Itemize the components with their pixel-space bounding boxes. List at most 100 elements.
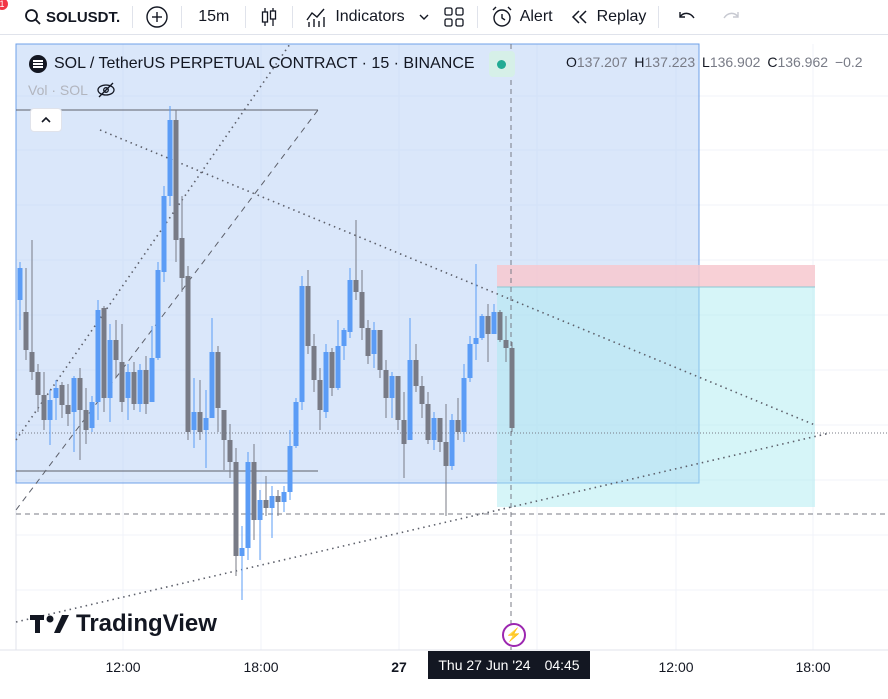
undo-icon [679,12,695,19]
candle-body [401,420,407,444]
tv-logo-icon [30,615,69,633]
indicators-dropdown[interactable] [413,0,435,34]
chevron-up-icon [41,116,51,123]
candle-body [155,270,161,358]
ohlc-values: O137.207 H137.223 L136.902 C136.962 −0.2 [566,54,866,70]
candle-body [179,238,185,278]
candle-body [257,500,263,520]
candle-body [449,420,455,466]
candle-body [83,410,89,430]
collapse-legend-button[interactable] [30,108,62,132]
candle-body [185,276,191,432]
candle-body [311,346,317,380]
time-tick: 18:00 [243,659,279,675]
low-value: 136.902 [709,54,761,70]
top-toolbar: 1 SOLUSDT. 15m Indicators Alert Replay [0,0,888,35]
symbol-legend: SOL / TetherUS PERPETUAL CONTRACT · 15 ·… [28,51,515,77]
candle-body [473,338,479,344]
high-key: H [634,54,645,70]
candle-body [77,378,83,410]
candle-body [455,420,461,432]
candle-body [143,370,149,404]
replay-button[interactable]: Replay [561,0,655,34]
redo-icon [723,12,740,19]
candle-body [23,312,29,350]
notification-badge[interactable]: 1 [0,0,8,10]
candle-body [341,330,347,346]
candle-body [353,280,359,292]
candle-body [263,500,269,508]
take-profit-zone [497,287,815,507]
candle-body [335,346,341,388]
time-axis[interactable]: 12:00 18:00 27 12:00 18:00 [0,655,888,699]
tradingview-logo: TradingView [30,610,217,638]
alert-button[interactable]: Alert [482,0,561,34]
candle-body [35,372,41,395]
stop-loss-zone [497,265,815,287]
redo-button[interactable] [711,0,751,34]
volume-legend: Vol · SOL [28,82,116,98]
candle-body [419,386,425,404]
candle-body [323,352,329,412]
close-value: 136.962 [777,54,829,70]
candle-body [377,330,383,370]
high-value: 137.223 [644,54,696,70]
candle-body [425,404,431,440]
eye-crossed-icon[interactable] [96,82,116,98]
candle-body [287,446,293,492]
open-key: O [566,54,577,70]
time-tick: 27 [391,659,407,675]
candle-body [461,378,467,432]
candle-body [59,385,65,405]
compare-button[interactable] [137,0,177,34]
candle-body [119,362,125,402]
candle-body [407,360,413,440]
candle-body [485,316,491,334]
logo-text: TradingView [76,610,217,637]
date-price-range-box [15,43,700,484]
candles-icon [262,8,277,26]
symbol-search[interactable]: SOLUSDT. [0,0,128,34]
change-value: −0.2 [834,54,863,70]
volume-label: Vol · SOL [28,82,88,98]
alert-label: Alert [519,8,553,25]
grid-icon [444,7,464,27]
candle-body [317,380,323,410]
indicators-icon [306,8,326,27]
chevron-down-icon [419,14,429,20]
candle-body [293,402,299,446]
symbol-title[interactable]: SOL / TetherUS PERPETUAL CONTRACT · 15 ·… [54,55,475,72]
rewind-icon [571,10,587,24]
candle-body [383,370,389,398]
candle-body [167,120,173,196]
interval-button[interactable]: 15m [198,8,230,25]
candle-body [149,358,155,402]
candle-body [347,280,353,332]
candle-body [209,352,215,418]
candle-body [413,360,419,386]
indicators-button[interactable]: Indicators [297,0,412,34]
low-key: L [702,54,710,70]
candle-body [395,376,401,420]
chart-type-button[interactable] [250,0,288,34]
market-status-icon[interactable] [488,51,515,77]
layouts-button[interactable] [435,0,473,34]
candle-body [497,312,503,340]
candle-body [95,310,101,402]
candle-body [389,376,395,398]
candle-body [299,286,305,402]
event-bolt-icon[interactable]: ⚡ [502,623,526,647]
time-tick: 12:00 [105,659,141,675]
close-key: C [767,54,778,70]
plus-circle-icon [146,6,168,28]
candle-body [245,462,251,548]
candle-body [125,372,131,398]
candle-body [233,462,239,556]
candle-body [467,344,473,378]
candle-body [359,292,365,328]
candle-body [41,395,47,420]
candle-body [191,412,197,430]
candle-body [113,340,119,360]
undo-button[interactable] [663,0,711,34]
